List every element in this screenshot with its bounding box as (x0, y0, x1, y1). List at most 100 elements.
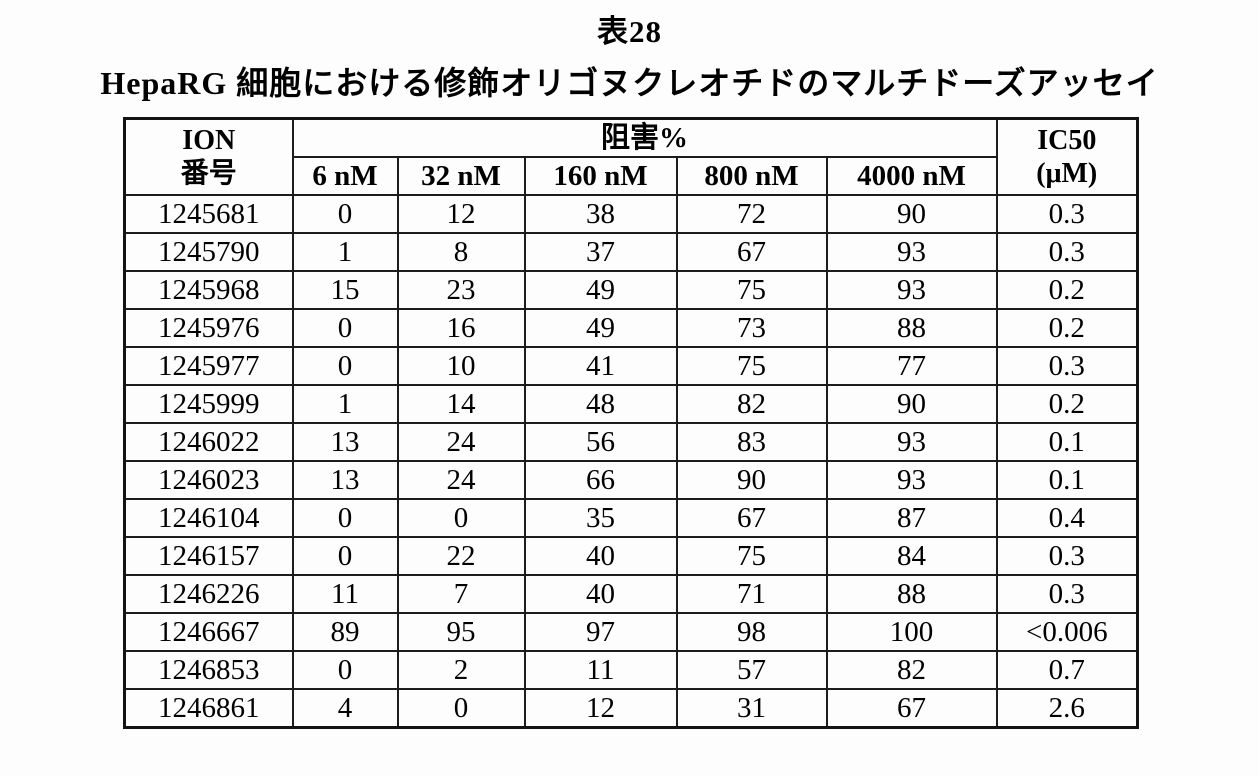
ic50-cell: 0.1 (995, 460, 1139, 500)
ic50-cell: 0.2 (995, 308, 1139, 348)
inhibition-cell: 93 (825, 232, 998, 272)
table-row: 1245977 0 10 41 75 77 0.3 (123, 346, 1139, 386)
inhibition-cell: 8 (396, 232, 526, 272)
inhibition-cell: 57 (675, 650, 828, 690)
inhibition-cell: 93 (825, 270, 998, 310)
inhibition-cell: 100 (825, 612, 998, 652)
inhibition-cell: 7 (396, 574, 526, 614)
ion-number-cell: 1246104 (123, 498, 294, 538)
ion-number-cell: 1245968 (123, 270, 294, 310)
table-row: 1245681 0 12 38 72 90 0.3 (123, 194, 1139, 234)
ion-number-cell: 1245976 (123, 308, 294, 348)
inhibition-cell: 0 (291, 194, 399, 234)
inhibition-cell: 89 (291, 612, 399, 652)
inhibition-cell: 67 (825, 688, 998, 729)
inhibition-cell: 49 (523, 270, 678, 310)
inhibition-cell: 0 (291, 346, 399, 386)
table-row: 1246853 0 2 11 57 82 0.7 (123, 650, 1139, 690)
ic50-header-line1: IC50 (1037, 124, 1097, 156)
ic50-cell: 0.3 (995, 346, 1139, 386)
ic50-cell: 0.3 (995, 536, 1139, 576)
inhibition-cell: 83 (675, 422, 828, 462)
col-header-dose-4000nm: 4000 nM (825, 156, 998, 196)
inhibition-cell: 11 (523, 650, 678, 690)
inhibition-cell: 67 (675, 498, 828, 538)
inhibition-cell: 88 (825, 574, 998, 614)
table-title: HepaRG 細胞における修飾オリゴヌクレオチドのマルチドーズアッセイ (100, 65, 1159, 101)
col-header-dose-6nm: 6 nM (291, 156, 399, 196)
inhibition-cell: 95 (396, 612, 526, 652)
inhibition-cell: 0 (396, 688, 526, 729)
inhibition-cell: 93 (825, 422, 998, 462)
ic50-cell: <0.006 (995, 612, 1139, 652)
inhibition-cell: 38 (523, 194, 678, 234)
ic50-cell: 0.3 (995, 194, 1139, 234)
col-header-inhibition-percent: 阻害% (291, 117, 998, 158)
ion-number-cell: 1246022 (123, 422, 294, 462)
inhibition-cell: 0 (291, 498, 399, 538)
inhibition-cell: 67 (675, 232, 828, 272)
inhibition-cell: 41 (523, 346, 678, 386)
ion-header-line2: 番号 (180, 158, 237, 189)
inhibition-cell: 49 (523, 308, 678, 348)
table-row: 1246157 0 22 40 75 84 0.3 (123, 536, 1139, 576)
ion-number-cell: 1246157 (123, 536, 294, 576)
inhibition-cell: 1 (291, 384, 399, 424)
table-number-heading: 表28 (597, 14, 662, 49)
inhibition-cell: 90 (675, 460, 828, 500)
inhibition-cell: 98 (675, 612, 828, 652)
ic50-cell: 2.6 (995, 688, 1139, 729)
col-header-dose-32nm: 32 nM (396, 156, 526, 196)
table-row: 1245968 15 23 49 75 93 0.2 (123, 270, 1139, 310)
ion-number-cell: 1246853 (123, 650, 294, 690)
inhibition-cell: 97 (523, 612, 678, 652)
ic50-header-line2: (μM) (1036, 158, 1098, 189)
inhibition-cell: 75 (675, 346, 828, 386)
inhibition-cell: 1 (291, 232, 399, 272)
inhibition-cell: 77 (825, 346, 998, 386)
table-row: 1245976 0 16 49 73 88 0.2 (123, 308, 1139, 348)
inhibition-cell: 12 (396, 194, 526, 234)
ion-number-cell: 1245999 (123, 384, 294, 424)
table-row: 1246022 13 24 56 83 93 0.1 (123, 422, 1139, 462)
table-row: 1245999 1 14 48 82 90 0.2 (123, 384, 1139, 424)
inhibition-cell: 90 (825, 194, 998, 234)
inhibition-cell: 93 (825, 460, 998, 500)
inhibition-cell: 2 (396, 650, 526, 690)
inhibition-cell: 75 (675, 270, 828, 310)
inhibition-cell: 48 (523, 384, 678, 424)
ic50-cell: 0.3 (995, 232, 1139, 272)
inhibition-cell: 0 (291, 650, 399, 690)
ion-number-cell: 1246226 (123, 574, 294, 614)
col-header-dose-800nm: 800 nM (675, 156, 828, 196)
ion-header-line1: ION (182, 124, 236, 156)
ion-number-cell: 1245790 (123, 232, 294, 272)
inhibition-cell: 37 (523, 232, 678, 272)
table-row: 1246104 0 0 35 67 87 0.4 (123, 498, 1139, 538)
table-row: 1246226 11 7 40 71 88 0.3 (123, 574, 1139, 614)
col-header-dose-160nm: 160 nM (523, 156, 678, 196)
ion-number-cell: 1245977 (123, 346, 294, 386)
inhibition-cell: 23 (396, 270, 526, 310)
inhibition-cell: 24 (396, 422, 526, 462)
col-header-ic50: IC50 (μM) (995, 117, 1139, 196)
inhibition-cell: 88 (825, 308, 998, 348)
inhibition-cell: 75 (675, 536, 828, 576)
inhibition-cell: 31 (675, 688, 828, 729)
inhibition-cell: 22 (396, 536, 526, 576)
inhibition-cell: 13 (291, 460, 399, 500)
inhibition-cell: 84 (825, 536, 998, 576)
ion-number-cell: 1246023 (123, 460, 294, 500)
inhibition-cell: 73 (675, 308, 828, 348)
ic50-cell: 0.2 (995, 270, 1139, 310)
inhibition-cell: 0 (396, 498, 526, 538)
inhibition-cell: 40 (523, 536, 678, 576)
inhibition-cell: 13 (291, 422, 399, 462)
inhibition-cell: 35 (523, 498, 678, 538)
inhibition-cell: 16 (396, 308, 526, 348)
inhibition-cell: 82 (825, 650, 998, 690)
inhibition-cell: 56 (523, 422, 678, 462)
multidose-assay-table: ION 番号 阻害% IC50 (μM) 6 nM 32 nM 160 nM 8… (123, 117, 1140, 729)
ic50-cell: 0.7 (995, 650, 1139, 690)
